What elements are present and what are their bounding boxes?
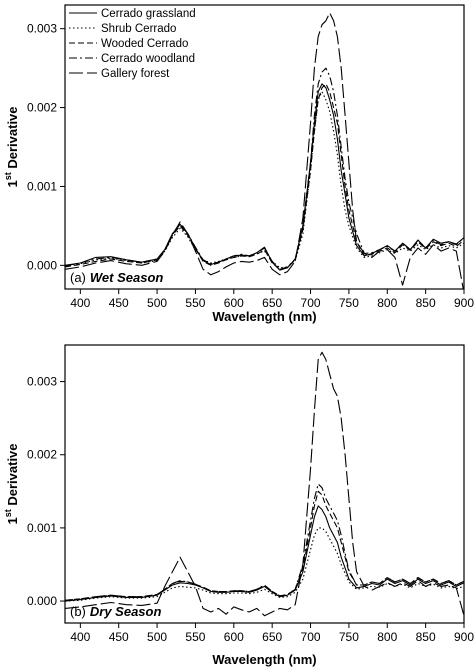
x-tick-label: 900 [454,296,474,310]
x-tick-label: 700 [301,296,321,310]
y-axis-title: 1st Derivative [3,443,20,524]
x-tick-label: 400 [70,296,90,310]
legend-label: Gallery forest [101,68,170,80]
series-line-wooded-cerrado [65,83,464,270]
x-tick-label: 850 [416,630,436,644]
y-axis-title-superscript: st [3,509,13,517]
x-axis-title: Wavelength (nm) [212,309,316,324]
x-tick-label: 600 [224,296,244,310]
y-axis-title-text: Derivative [5,106,20,172]
x-tick-label: 500 [147,630,167,644]
panel-tag: (a) Wet Season [70,270,163,285]
series-line-cerrado-woodland [65,483,464,601]
y-axis-title-superscript: st [3,172,13,180]
y-tick-label: 0.002 [27,101,57,115]
panel-letter: (b) [70,604,86,619]
x-tick-label: 550 [185,630,205,644]
x-tick-label: 500 [147,296,167,310]
y-tick-label: 0.000 [27,258,57,272]
x-tick-label: 450 [109,630,129,644]
x-tick-label: 550 [185,296,205,310]
y-tick-label: 0.003 [27,375,57,389]
series-line-cerrado-grassland [65,505,464,602]
x-tick-label: 800 [377,296,397,310]
panel-title: Wet Season [90,270,164,285]
series-line-gallery-forest [65,12,464,289]
y-tick-label: 0.001 [27,521,57,535]
x-tick-label: 650 [262,296,282,310]
x-tick-label: 650 [262,630,282,644]
panel-tag: (b) Dry Season [70,604,161,619]
series-group [65,12,464,289]
legend: Cerrado grassland Shrub Cerrado Wooded Cer… [69,8,196,80]
plot-frame [64,344,465,624]
y-axis-title-text: Derivative [5,443,20,509]
panel-letter: (a) [70,270,86,285]
y-tick-label: 0.003 [27,22,57,36]
series-group [65,351,464,617]
series-line-wooded-cerrado [65,490,464,601]
y-tick-label: 0.002 [27,448,57,462]
x-axis-title: Wavelength (nm) [212,652,316,667]
legend-label: Wooded Cerrado [101,38,188,50]
x-tick-label: 700 [301,630,321,644]
plot-frame [64,4,465,290]
y-axis-title: 1st Derivative [3,106,20,187]
x-tick-label: 800 [377,630,397,644]
legend-label: Shrub Cerrado [101,23,176,35]
y-tick-label: 0.001 [27,179,57,193]
y-axis-title-number: 1 [5,180,20,187]
y-axis-title-number: 1 [5,517,20,524]
y-tick-label: 0.000 [27,594,57,608]
series-line-gallery-forest [65,351,464,617]
panel-dry-season: 400 450 500 550 600 650 700 750 800 850 900 0.000 0.… [3,344,474,667]
x-tick-label: 900 [454,630,474,644]
x-tick-label: 750 [339,630,359,644]
legend-label: Cerrado woodland [101,53,195,65]
x-tick-label: 400 [70,630,90,644]
x-tick-label: 600 [224,630,244,644]
panel-wet-season: 400 450 500 550 600 650 700 750 800 850 900 0.000 0.… [3,4,474,324]
panel-title: Dry Season [90,604,162,619]
x-tick-label: 850 [416,296,436,310]
series-line-shrub-cerrado [65,527,464,602]
x-tick-label: 750 [339,296,359,310]
legend-label: Cerrado grassland [101,8,196,20]
x-tick-label: 450 [109,296,129,310]
